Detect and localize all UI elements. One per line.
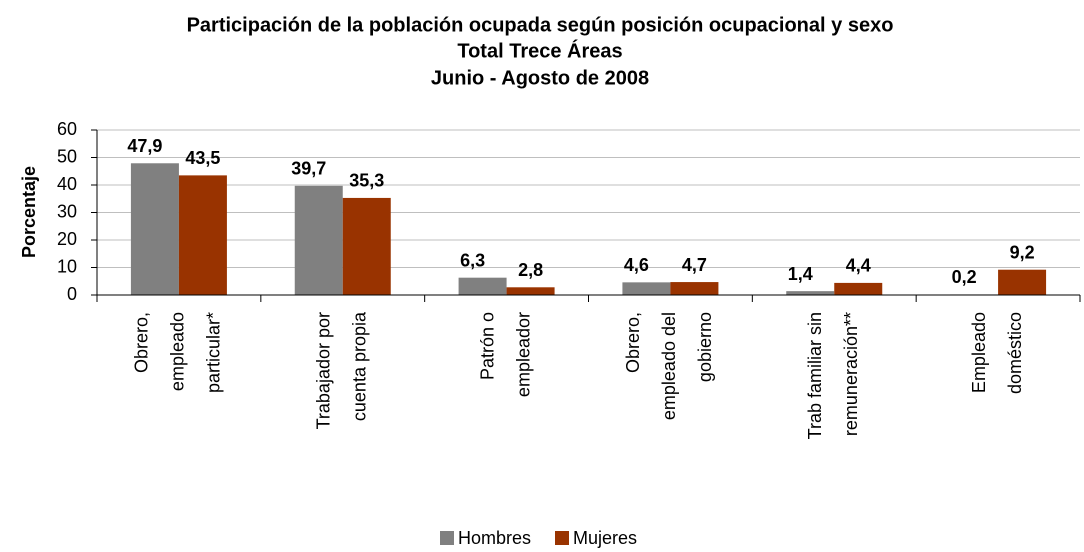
value-label: 4,6 xyxy=(624,255,649,275)
bar xyxy=(506,287,555,295)
value-label: 43,5 xyxy=(185,148,220,168)
y-tick-label: 10 xyxy=(57,256,77,276)
chart-title: Junio - Agosto de 2008 xyxy=(431,67,649,89)
x-tick-label: Empleado xyxy=(969,312,989,393)
bar xyxy=(342,197,391,295)
y-axis-label: Porcentaje xyxy=(19,166,39,258)
y-tick-label: 0 xyxy=(67,284,77,304)
bar xyxy=(786,291,835,295)
y-tick-label: 50 xyxy=(57,146,77,166)
bar xyxy=(458,277,507,295)
x-tick-label: empleado xyxy=(168,312,188,391)
legend-swatch xyxy=(440,531,454,545)
value-label: 35,3 xyxy=(349,171,384,191)
chart-title: Total Trece Áreas xyxy=(457,39,622,62)
y-tick-label: 60 xyxy=(57,119,77,139)
value-label: 1,4 xyxy=(788,264,813,284)
x-tick-label: Patrón o xyxy=(477,312,497,380)
bar xyxy=(294,185,343,295)
bar xyxy=(998,269,1047,295)
value-label: 9,2 xyxy=(1010,242,1035,262)
bar xyxy=(178,175,227,295)
y-tick-label: 20 xyxy=(57,229,77,249)
legend-label: Hombres xyxy=(458,528,531,548)
value-label: 39,7 xyxy=(291,159,326,179)
legend-label: Mujeres xyxy=(573,528,637,548)
bar xyxy=(622,282,671,295)
x-tick-label: empleador xyxy=(513,312,533,397)
bar xyxy=(130,163,179,295)
x-tick-label: doméstico xyxy=(1005,312,1025,394)
x-tick-label: particular* xyxy=(204,312,224,393)
value-label: 4,4 xyxy=(846,256,871,276)
bar xyxy=(670,282,719,295)
x-tick-label: Trab familiar sin xyxy=(805,312,825,439)
value-label: 47,9 xyxy=(127,136,162,156)
value-label: 0,2 xyxy=(952,267,977,287)
x-tick-label: empleado del xyxy=(659,312,679,420)
legend-swatch xyxy=(555,531,569,545)
x-tick-label: remuneración** xyxy=(841,312,861,436)
x-tick-label: cuenta propia xyxy=(350,311,370,421)
x-tick-label: Obrero, xyxy=(623,312,643,373)
value-label: 2,8 xyxy=(518,260,543,280)
chart-title: Participación de la población ocupada se… xyxy=(187,14,894,36)
value-label: 4,7 xyxy=(682,255,707,275)
x-tick-label: Trabajador por xyxy=(314,312,334,429)
value-label: 6,3 xyxy=(460,250,485,270)
y-tick-label: 40 xyxy=(57,174,77,194)
x-tick-label: gobierno xyxy=(695,312,715,382)
bar xyxy=(834,282,883,295)
x-tick-label: Obrero, xyxy=(132,312,152,373)
y-tick-label: 30 xyxy=(57,201,77,221)
